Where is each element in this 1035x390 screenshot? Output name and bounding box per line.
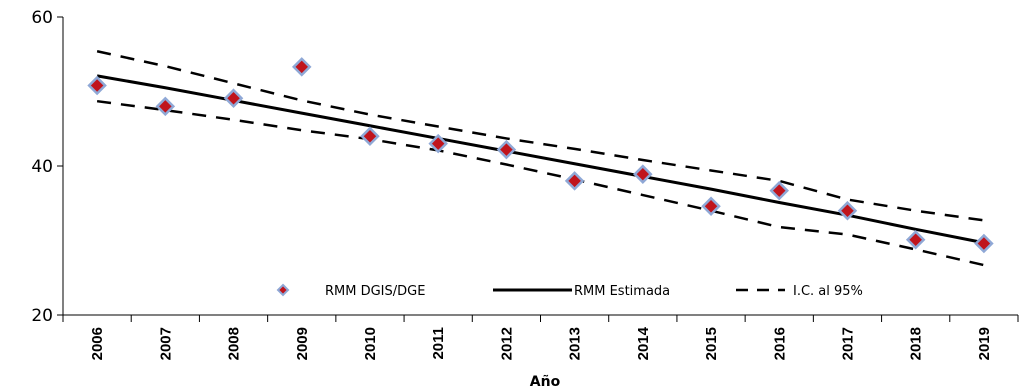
legend-label-ic: I.C. al 95% [793, 284, 863, 299]
legend-label-estimada: RMM Estimada [574, 284, 670, 299]
x-tick-label: 2008 [226, 327, 243, 360]
data-point-marker [701, 196, 721, 216]
data-point-marker [155, 96, 176, 117]
x-tick-label: 2011 [430, 327, 447, 360]
x-tick-label: 2015 [703, 327, 720, 360]
x-tick-label: 2014 [635, 326, 652, 360]
data-point-marker [428, 133, 448, 154]
x-tick-label: 2012 [498, 327, 515, 360]
legend-label-rmm-dgis: RMM DGIS/DGE [325, 284, 425, 299]
x-tick-label: 2019 [976, 327, 993, 360]
estimated-line [96, 74, 985, 245]
data-point-marker [837, 200, 858, 221]
x-tick-label: 2010 [362, 327, 379, 360]
data-point-marker [223, 88, 244, 108]
data-point-marker [905, 229, 926, 250]
data-point-marker [291, 57, 312, 77]
series-layer [96, 50, 985, 267]
confidence-interval-line [96, 99, 985, 267]
legend-marker-rmm-dgis [276, 283, 290, 297]
legend: RMM DGIS/DGE RMM Estimada I.C. al 95% [276, 283, 863, 299]
x-axis-title: Año [530, 374, 561, 390]
data-point-marker [360, 126, 380, 146]
y-tick-label: 20 [31, 306, 53, 326]
markers-layer [87, 57, 994, 254]
x-tick-label: 2017 [839, 327, 856, 360]
axes: 20 40 60 2006 2007 2008 2009 2010 2011 2012 2013 20… [31, 8, 1019, 360]
data-point-marker [769, 180, 790, 201]
y-tick-label: 60 [31, 8, 53, 28]
confidence-interval-line [96, 50, 985, 222]
data-point-marker [974, 233, 994, 254]
x-tick-label: 2013 [567, 327, 584, 360]
x-tick-label: 2009 [294, 327, 311, 360]
data-point-marker [87, 75, 107, 96]
x-tick-label: 2007 [157, 327, 174, 360]
y-tick-label: 40 [31, 157, 53, 177]
x-tick-label: 2006 [89, 327, 106, 360]
x-tick-label: 2016 [771, 327, 788, 360]
x-tick-label: 2018 [908, 327, 925, 360]
data-point-marker [496, 139, 517, 160]
data-point-marker [633, 164, 653, 184]
data-point-marker [564, 171, 585, 191]
